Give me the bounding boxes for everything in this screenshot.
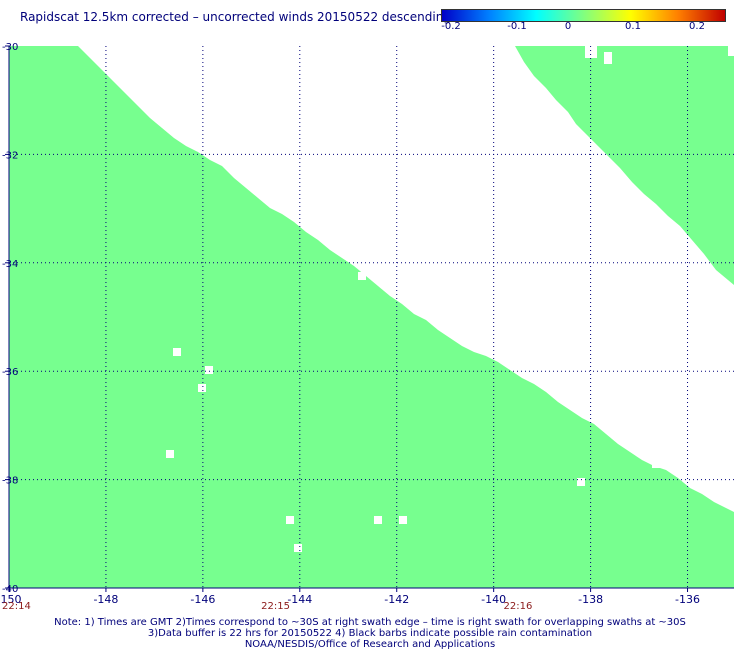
colorbar-label: -0.2 (441, 21, 461, 32)
colorbar (441, 9, 726, 22)
x-tick-label: -140 (481, 593, 506, 606)
missing-cell (585, 46, 597, 58)
x-tick-labels: -150 -148 -146 -144 -142 -140 -138 -136 (0, 588, 700, 606)
missing-cell (604, 52, 612, 64)
missing-cell (358, 272, 366, 280)
grid-lines (9, 46, 734, 588)
time-label: 22:16 (503, 601, 532, 612)
missing-cell (374, 516, 382, 524)
missing-cell (577, 478, 585, 486)
missing-cell (399, 516, 407, 524)
y-tick-label: -34 (2, 259, 18, 270)
missing-cell (166, 450, 174, 458)
colorbar-label: 0 (564, 21, 572, 32)
time-label: 22:15 (261, 601, 290, 612)
missing-data-cells (166, 46, 660, 552)
footnote-line-3: NOAA/NESDIS/Office of Research and Appli… (244, 639, 496, 650)
x-tick-label: -148 (93, 593, 118, 606)
y-tick-label: -40 (2, 584, 18, 595)
footnote-line-2: 3)Data buffer is 22 hrs for 20150522 4) … (147, 628, 593, 639)
colorbar-label: -0.1 (507, 21, 527, 32)
swath-upper-right (515, 46, 734, 285)
missing-cell (173, 348, 181, 356)
colorbar-label: 0.2 (689, 21, 705, 32)
time-labels: 22:14 22:15 22:16 (2, 601, 532, 612)
missing-cell (286, 516, 294, 524)
x-tick-label: -144 (287, 593, 312, 606)
footnote-line-1: Note: 1) Times are GMT 2)Times correspon… (54, 617, 686, 628)
x-tick-label: -150 (0, 593, 21, 606)
colorbar-label: 0.1 (625, 21, 641, 32)
y-tick-labels: -30 -32 -34 -36 -38 -40 (2, 42, 18, 595)
x-tick-label: -136 (675, 593, 700, 606)
map-title: Rapidscat 12.5km corrected – uncorrected… (20, 10, 451, 24)
time-label: 22:14 (2, 601, 31, 612)
y-tick-label: -30 (2, 42, 18, 53)
y-tick-label: -32 (2, 150, 18, 161)
x-tick-label: -138 (578, 593, 603, 606)
missing-cell (294, 544, 302, 552)
x-tick-label: -146 (190, 593, 215, 606)
missing-cell (652, 460, 660, 468)
y-tick-label: -38 (2, 476, 18, 487)
swath-main (9, 46, 734, 588)
y-tick-label: -36 (2, 367, 18, 378)
missing-cell (198, 384, 206, 392)
missing-cell (205, 366, 213, 374)
x-tick-label: -142 (384, 593, 409, 606)
